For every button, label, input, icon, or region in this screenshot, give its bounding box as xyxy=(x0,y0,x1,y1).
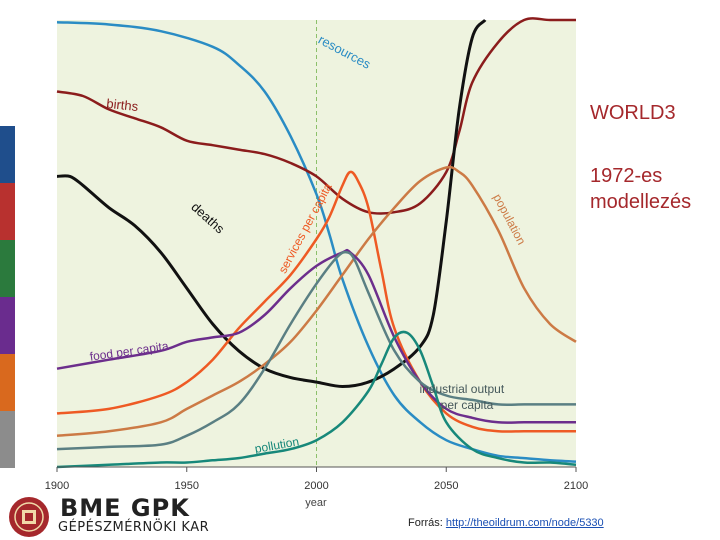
source-link[interactable]: http://theoildrum.com/node/5330 xyxy=(445,517,604,529)
series-line-services-per-capita xyxy=(56,170,576,433)
side-subtitle-line2: modellezés xyxy=(590,191,692,213)
x-axis-label: year xyxy=(305,497,327,509)
series-label-births: births xyxy=(106,96,140,114)
bme-gpk-logo: BME GPK GÉPÉSZMÉRNÖKI KAR xyxy=(6,494,256,540)
side-title-world3: WORLD3 xyxy=(590,102,676,124)
series-line-pollution xyxy=(56,330,577,469)
series-line-food-per-capita xyxy=(56,248,576,424)
series-line-industrial-output-per-capita xyxy=(56,250,576,451)
series-line-resources xyxy=(56,20,577,463)
side-subtitle-line1: 1972-es xyxy=(590,165,663,187)
sidebar-strip-blue xyxy=(0,126,15,183)
x-tick-label-2050: 2050 xyxy=(434,480,458,492)
source-label: Forrás: xyxy=(408,517,446,529)
sidebar-strip-purple xyxy=(0,297,15,354)
x-tick-label-2000: 2000 xyxy=(304,480,328,492)
logo-name: BME GPK xyxy=(60,494,190,522)
logo-subtitle: GÉPÉSZMÉRNÖKI KAR xyxy=(58,520,210,535)
x-tick-label-1950: 1950 xyxy=(175,480,199,492)
sidebar-strip-red xyxy=(0,183,15,240)
sidebar-strip-green xyxy=(0,240,15,297)
source-credit: Forrás: http://theoildrum.com/node/5330 xyxy=(408,517,604,529)
sidebar-strip-gray xyxy=(0,411,15,468)
university-seal-icon xyxy=(9,497,49,537)
sidebar-strip-orange xyxy=(0,354,15,411)
series-label-industrial-output: industrial output per capita xyxy=(419,382,504,412)
series-line-births xyxy=(56,17,576,215)
x-tick-label-2100: 2100 xyxy=(564,480,588,492)
series-line-deaths xyxy=(56,18,487,388)
x-tick-label-1900: 1900 xyxy=(45,480,69,492)
